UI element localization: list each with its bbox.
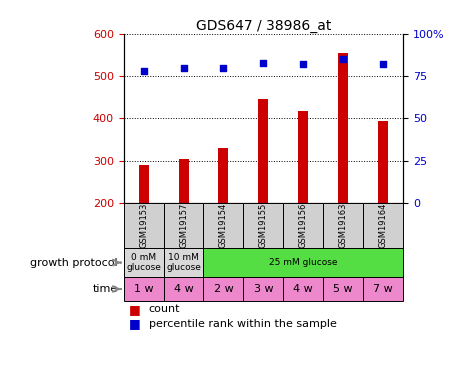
Bar [298,111,308,203]
Text: 3 w: 3 w [254,284,273,294]
Bar [284,277,323,301]
Text: 5 w: 5 w [333,284,353,294]
Text: GSM19153: GSM19153 [139,203,148,248]
Bar [338,53,348,203]
Text: time: time [93,284,118,294]
Bar [203,248,403,277]
Bar [179,159,189,203]
Bar [363,203,403,248]
Text: ■: ■ [129,317,141,330]
Text: growth protocol: growth protocol [30,258,118,267]
Bar [164,248,203,277]
Bar [139,165,148,203]
Text: GSM19154: GSM19154 [219,203,228,248]
Text: GSM19155: GSM19155 [259,203,268,248]
Text: ■: ■ [129,303,141,315]
Bar [243,203,284,248]
Bar [323,277,363,301]
Text: 4 w: 4 w [294,284,313,294]
Text: 4 w: 4 w [174,284,193,294]
Text: 0 mM
glucose: 0 mM glucose [126,253,161,272]
Text: GSM19157: GSM19157 [179,203,188,248]
Title: GDS647 / 38986_at: GDS647 / 38986_at [196,19,331,33]
Point [339,56,347,62]
Text: GSM19163: GSM19163 [338,203,348,248]
Bar [124,277,164,301]
Text: percentile rank within the sample: percentile rank within the sample [149,319,337,328]
Text: 2 w: 2 w [213,284,233,294]
Point [379,61,387,67]
Bar [203,277,243,301]
Bar [284,203,323,248]
Bar [164,277,203,301]
Bar [124,248,164,277]
Bar [203,203,243,248]
Text: 7 w: 7 w [373,284,393,294]
Bar [258,99,268,203]
Point [300,61,307,67]
Text: 25 mM glucose: 25 mM glucose [269,258,338,267]
Text: GSM19156: GSM19156 [299,203,308,248]
Bar [243,277,284,301]
Point [220,64,227,70]
Point [140,68,147,74]
Bar [323,203,363,248]
Text: 1 w: 1 w [134,284,153,294]
Point [180,64,187,70]
Bar [378,120,388,203]
Bar [363,277,403,301]
Point [260,60,267,66]
Bar [164,203,203,248]
Text: 10 mM
glucose: 10 mM glucose [166,253,201,272]
Bar [218,148,229,203]
Bar [124,203,164,248]
Text: count: count [149,304,180,314]
Text: GSM19164: GSM19164 [379,203,387,248]
